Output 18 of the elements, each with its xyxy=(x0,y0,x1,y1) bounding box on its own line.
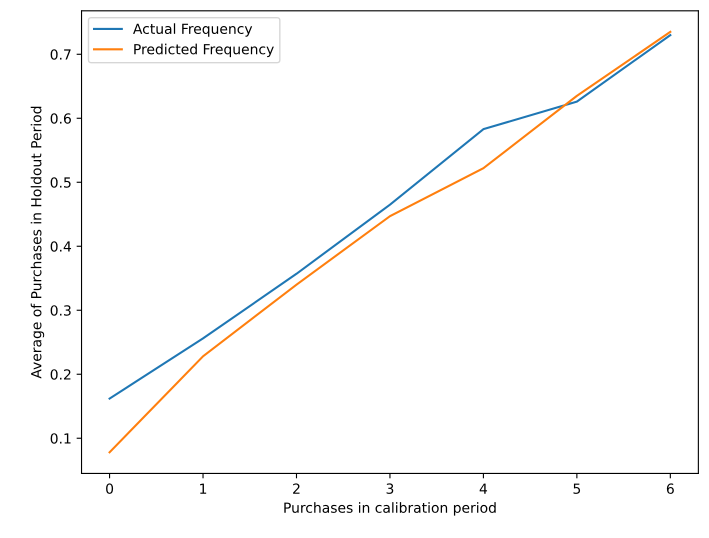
legend-label: Predicted Frequency xyxy=(134,44,274,58)
y-tick-label: 0.4 xyxy=(50,241,72,252)
x-tick-label: 6 xyxy=(666,483,674,494)
x-tick-label: 3 xyxy=(386,483,394,494)
y-tick-label: 0.6 xyxy=(50,113,71,124)
x-axis-title: Purchases in calibration period xyxy=(284,502,496,516)
y-tick-label: 0.3 xyxy=(50,305,71,316)
y-tick-label: 0.7 xyxy=(50,49,71,60)
x-tick-label: 4 xyxy=(480,484,488,494)
x-tick-label: 5 xyxy=(574,484,580,494)
x-tick-label: 0 xyxy=(106,483,114,494)
y-axis-title: Average of Purchases in Holdout Period xyxy=(30,106,44,379)
x-tick-label: 1 xyxy=(200,484,206,494)
y-tick-label: 0.5 xyxy=(50,177,71,188)
y-tick-label: 0.1 xyxy=(50,433,71,444)
legend-label: Actual Frequency xyxy=(133,23,252,37)
y-tick-label: 0.2 xyxy=(50,369,70,380)
x-tick-label: 2 xyxy=(293,483,300,494)
